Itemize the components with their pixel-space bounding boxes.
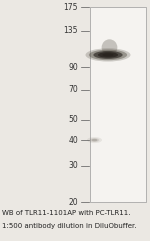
Ellipse shape (102, 53, 114, 57)
Text: 50: 50 (68, 115, 78, 124)
Text: 70: 70 (68, 85, 78, 94)
Ellipse shape (92, 139, 98, 141)
Text: 40: 40 (68, 135, 78, 145)
Text: WB of TLR11-1101AP with PC-TLR11.: WB of TLR11-1101AP with PC-TLR11. (2, 210, 130, 216)
Bar (90, 7, 146, 202)
Ellipse shape (85, 48, 130, 61)
Ellipse shape (87, 137, 102, 143)
Text: 90: 90 (68, 63, 78, 72)
Ellipse shape (98, 52, 118, 58)
Text: 1:500 antibody dilution in DiluObuffer.: 1:500 antibody dilution in DiluObuffer. (2, 223, 136, 229)
Ellipse shape (90, 138, 99, 142)
Text: 30: 30 (68, 161, 78, 170)
Ellipse shape (102, 39, 117, 56)
Ellipse shape (93, 51, 123, 59)
Ellipse shape (89, 50, 127, 60)
Text: 135: 135 (63, 26, 78, 35)
Text: 175: 175 (63, 3, 78, 12)
Text: 20: 20 (68, 198, 78, 207)
